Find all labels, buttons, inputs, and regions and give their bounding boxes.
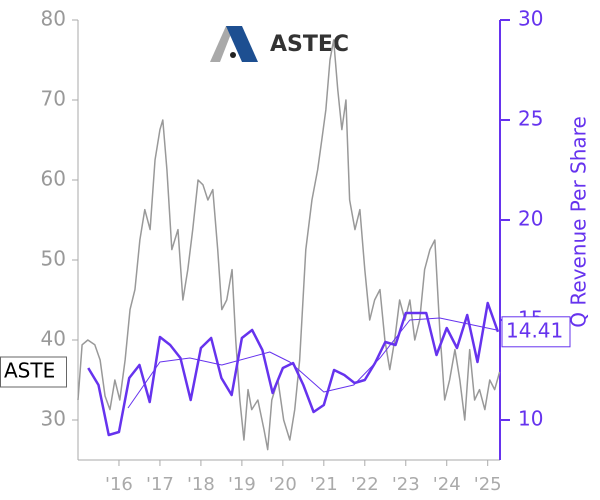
y2-tick-label: 30 [518,7,543,31]
logo: ASTEC [210,26,349,62]
series-line [77,39,501,451]
series-line [127,317,497,409]
x-tick-label: '22 [351,474,379,495]
logo-text: ASTEC [270,32,349,57]
x-tick-label: '16 [105,474,133,495]
logo-dot [230,52,236,58]
series-name-label: ASTE [4,359,55,383]
last-value-label: 14.41 [506,318,563,342]
y2-tick-label: 20 [518,207,543,231]
y-tick-label: 80 [41,7,66,31]
x-tick-label: '18 [187,474,215,495]
x-tick-label: '19 [228,474,256,495]
y2-tick-label: 25 [518,107,543,131]
y2-axis-label: Q Revenue Per Share [567,116,591,328]
y-tick-label: 40 [41,327,66,351]
logo-mark [226,26,258,62]
series-line [87,301,500,437]
y2-tick-label: 10 [518,407,543,431]
x-tick-label: '17 [146,474,174,495]
y-tick-label: 60 [41,167,66,191]
x-tick-label: '23 [392,474,420,495]
x-tick-label: '20 [269,474,297,495]
value-label-box [501,316,571,348]
x-tick-label: '25 [474,474,502,495]
price-label-box [0,356,67,388]
y-tick-label: 30 [41,407,66,431]
y-tick-label: 70 [41,87,66,111]
logo-mark [210,26,234,62]
y-tick-label: 50 [41,247,66,271]
x-tick-label: '24 [433,474,461,495]
x-tick-label: '21 [310,474,338,495]
